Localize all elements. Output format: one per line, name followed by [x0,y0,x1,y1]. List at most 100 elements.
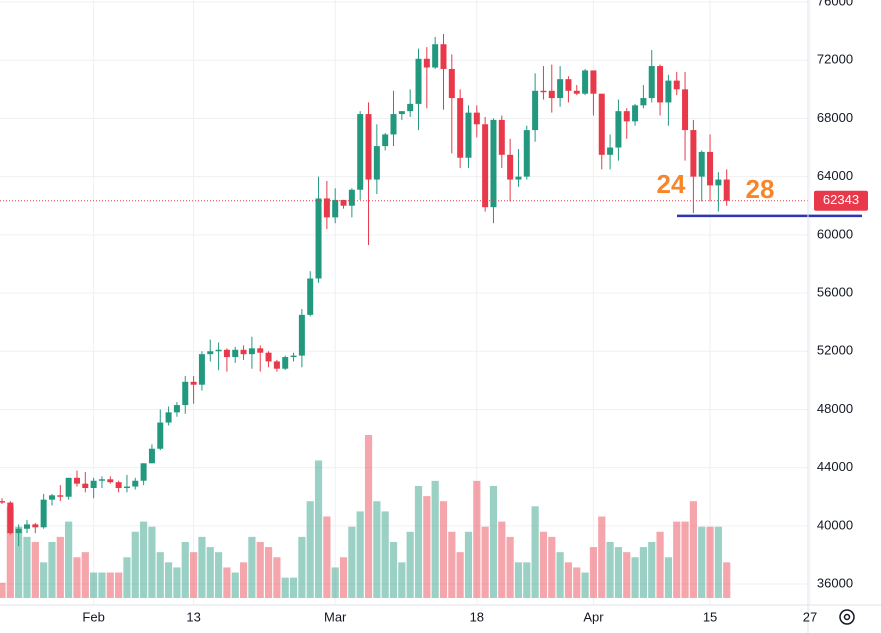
volume-bar [281,577,289,598]
candle-body [632,105,639,122]
candle-body [73,477,80,484]
volume-bar [90,572,98,598]
candle-body [707,151,714,186]
candle-body [432,44,439,68]
candle-body [640,98,647,106]
volume-bar [248,536,256,598]
candle-body [698,151,705,177]
volume-bar [140,521,148,598]
x-tick-label: Apr [583,609,604,624]
volume-bar [40,562,48,598]
candle-body [207,351,214,355]
candle-body [148,448,155,464]
candle-body [115,482,122,489]
volume-bar [131,531,139,598]
annotation: 24 [657,169,686,199]
candle-body [40,499,47,528]
volume-bar [681,521,689,598]
volume-bar [23,536,31,598]
candle-body [198,354,205,385]
volume-bar [548,536,556,598]
candle-body [157,422,164,449]
candle-body [423,58,430,68]
candle-layer [0,34,862,547]
candle-body [482,124,489,208]
volume-bar [348,526,356,598]
last-price-label: 62343 [823,192,859,207]
candle-body [465,112,472,158]
candle-body [723,179,730,201]
volume-bar [631,557,639,598]
candle-body [507,154,514,180]
last-price-box [814,190,868,211]
settings-icon[interactable] [839,609,855,625]
volume-bar [714,526,722,598]
candle-body [540,90,547,93]
volume-bar [539,531,548,598]
candle-body [548,90,555,99]
candle-body [598,93,605,155]
volume-bar [531,506,539,598]
volume-bar [606,541,614,598]
volume-bar [423,496,431,598]
volume-layer [0,435,731,598]
candle-body [140,463,147,481]
candle-body [365,114,372,180]
candle-body [215,349,222,352]
x-tick-label: 15 [703,609,717,624]
volume-bar [339,557,348,598]
candle-body [98,479,105,481]
candle-body [15,528,22,534]
volume-bar [664,557,672,598]
volume-bar [598,516,606,598]
candle-body [32,524,39,528]
y-tick-label: 68000 [817,110,853,125]
candle-body [173,405,180,413]
volume-bar [306,501,314,598]
candle-body [7,502,14,534]
candle-body [315,198,322,279]
volume-bar [556,552,564,598]
settings-icon-core[interactable] [843,613,851,621]
volume-bar [448,531,456,598]
volume-bar [464,531,473,598]
y-tick-label: 72000 [817,52,853,67]
volume-bar [198,536,206,598]
volume-bar [581,572,589,598]
volume-bar [148,526,156,598]
candle-body [373,146,380,180]
volume-bar [623,552,631,598]
candle-body [590,70,597,94]
candle-body [223,349,230,358]
volume-bar [514,562,523,598]
volume-bar [506,536,514,598]
candle-body [332,199,339,218]
volume-bar [648,541,656,598]
volume-bar [31,541,39,598]
candle-body [615,111,622,148]
volume-bar [381,511,389,598]
volume-bar [323,516,331,598]
candle-body [715,179,722,186]
settings-button[interactable] [839,609,855,625]
candle-body [665,80,672,103]
volume-bar [123,557,131,598]
candle-body [490,119,497,208]
y-tick-label: 48000 [817,401,853,416]
y-tick-label: 60000 [817,226,853,241]
volume-bar [0,582,6,598]
volume-bar [231,572,239,598]
volume-bar [48,541,56,598]
y-tick-label: 36000 [817,575,853,590]
volume-bar [689,501,697,598]
volume-bar [723,562,731,598]
candle-body [582,70,589,94]
volume-bar [456,552,464,598]
volume-bar [189,552,198,598]
y-tick-label: 76000 [817,0,853,8]
candle-body [65,477,72,497]
volume-bar [656,531,664,598]
candle-body [473,112,480,125]
candle-body [523,130,530,177]
